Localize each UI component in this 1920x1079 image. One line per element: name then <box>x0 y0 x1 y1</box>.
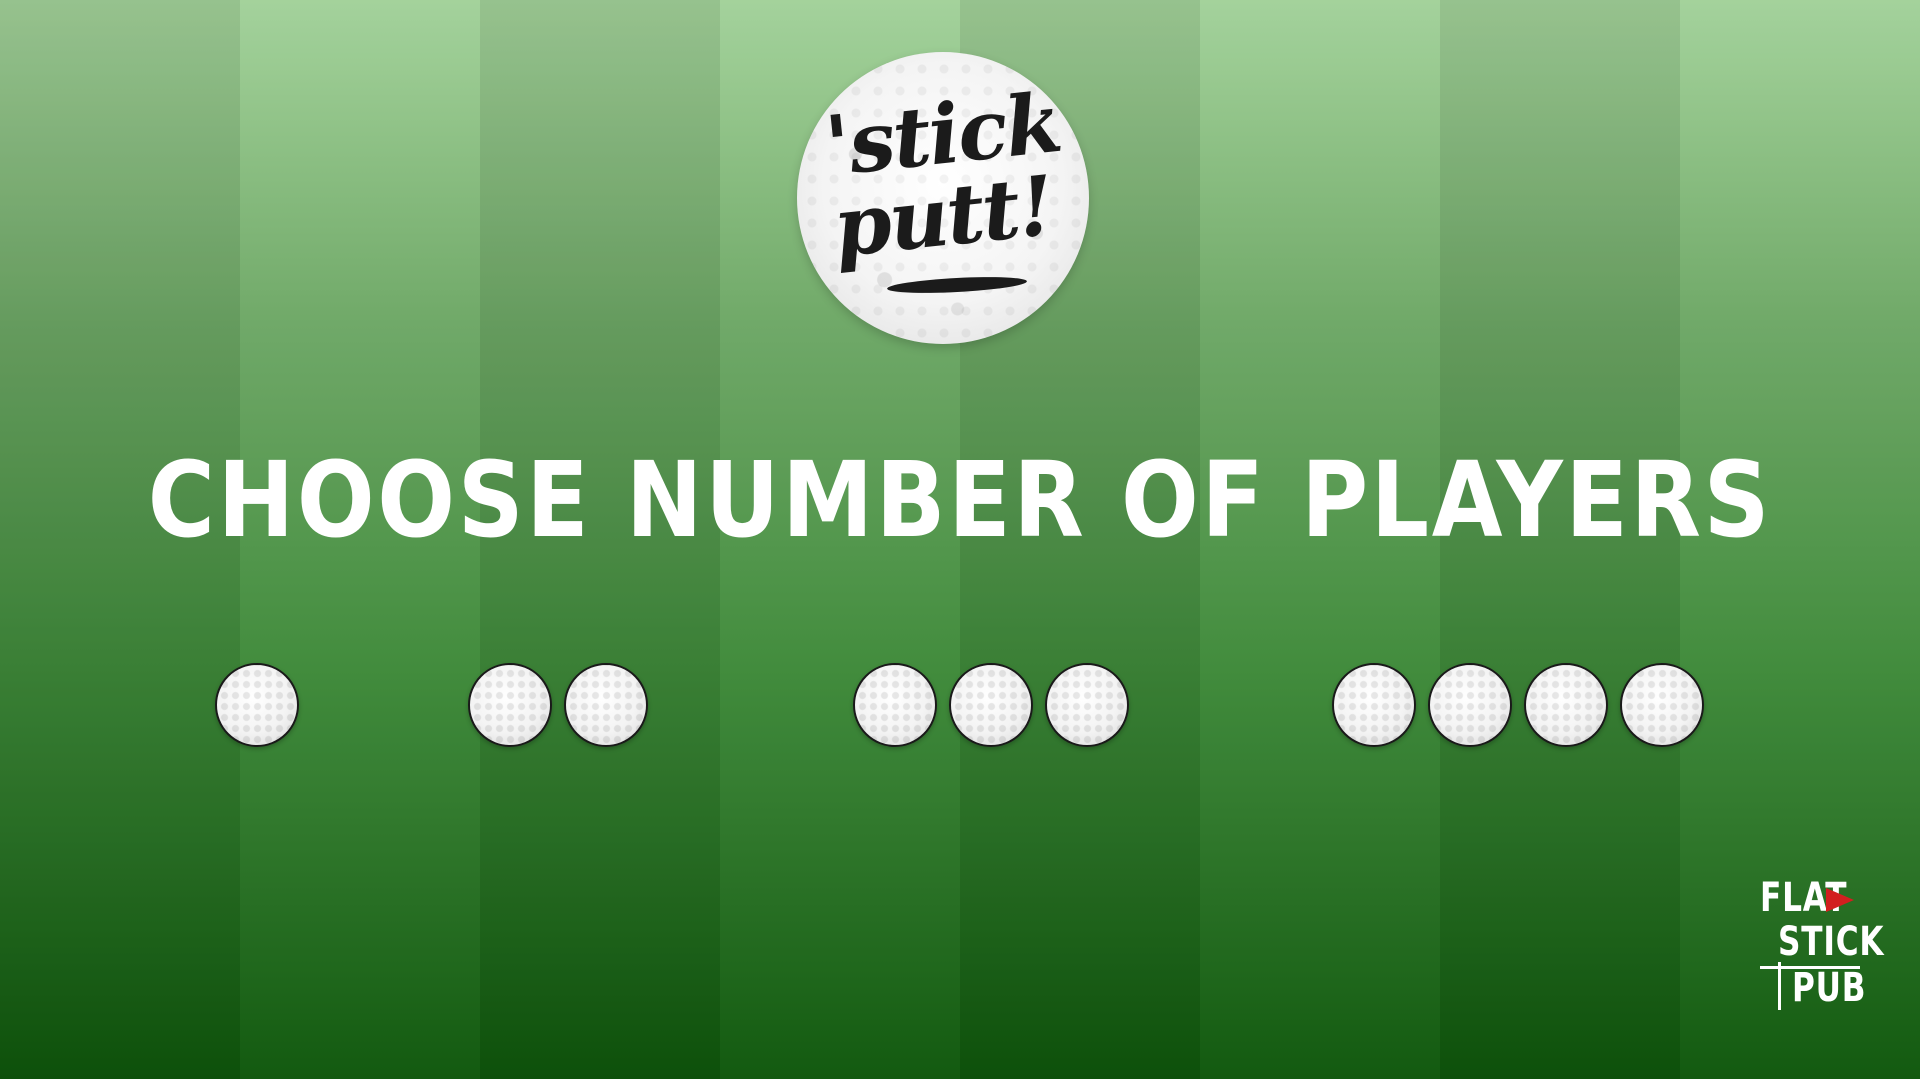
flag-icon <box>1826 888 1854 912</box>
golf-ball-icon <box>215 663 299 747</box>
golf-ball-icon <box>468 663 552 747</box>
player-options <box>0 663 1920 747</box>
one-player-option[interactable] <box>215 663 299 747</box>
brand-line-stick: STICK <box>1778 919 1885 965</box>
logo-dimples <box>797 52 1089 344</box>
golf-ball-icon <box>853 663 937 747</box>
golf-ball-icon <box>1332 663 1416 747</box>
brand-divider <box>1778 962 1781 1010</box>
page-title: CHOOSE NUMBER OF PLAYERS <box>147 439 1773 561</box>
brand-divider <box>1760 966 1860 969</box>
golf-ball-icon <box>1428 663 1512 747</box>
two-players-option[interactable] <box>468 663 648 747</box>
golf-ball-icon <box>1620 663 1704 747</box>
three-players-option[interactable] <box>853 663 1129 747</box>
golf-ball-icon <box>1524 663 1608 747</box>
golf-ball-icon <box>564 663 648 747</box>
brand-line-pub: PUB <box>1792 965 1867 1011</box>
golf-ball-icon <box>949 663 1033 747</box>
four-players-option[interactable] <box>1332 663 1704 747</box>
stick-putt-logo: 'stick putt! <box>797 52 1089 344</box>
flat-stick-pub-logo: FLAT STICK PUB <box>1760 878 1884 1014</box>
golf-ball-icon <box>1045 663 1129 747</box>
